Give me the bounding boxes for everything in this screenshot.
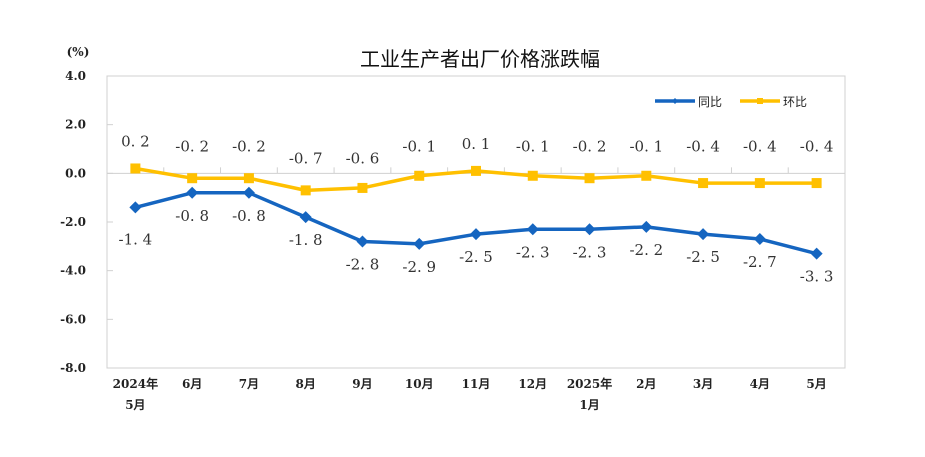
data-label: 0. 2 bbox=[121, 132, 150, 150]
data-label: -0. 4 bbox=[743, 137, 777, 155]
x-tick-label: 7月 bbox=[239, 377, 259, 391]
y-tick-label: -2.0 bbox=[60, 215, 86, 229]
data-point-mom bbox=[584, 173, 595, 184]
y-tick-label: -8.0 bbox=[60, 361, 86, 375]
data-point-mom bbox=[754, 178, 765, 189]
chart-title: 工业生产者出厂价格涨跌幅 bbox=[360, 47, 600, 71]
data-point-yoy bbox=[129, 201, 142, 214]
y-tick-label: -6.0 bbox=[60, 312, 86, 326]
data-point-mom bbox=[300, 185, 311, 196]
data-point-mom bbox=[527, 170, 538, 181]
data-point-mom bbox=[357, 182, 368, 193]
data-label: -2. 3 bbox=[516, 243, 550, 261]
x-tick-label: 4月 bbox=[750, 377, 770, 391]
data-label: -2. 8 bbox=[346, 255, 380, 273]
y-tick-label: 0.0 bbox=[65, 166, 86, 180]
data-point-mom bbox=[811, 178, 822, 189]
legend-marker bbox=[672, 98, 678, 104]
data-label: -0. 7 bbox=[289, 149, 323, 167]
y-tick-label: -4.0 bbox=[60, 264, 86, 278]
data-point-mom bbox=[471, 165, 481, 176]
data-label: -2. 5 bbox=[459, 248, 493, 266]
x-tick-label: 6月 bbox=[182, 377, 202, 391]
data-point-yoy bbox=[640, 220, 653, 233]
data-label: -0. 2 bbox=[232, 137, 266, 155]
legend-marker bbox=[757, 98, 763, 104]
data-label: -2. 7 bbox=[743, 253, 777, 271]
data-label: -0. 4 bbox=[800, 137, 834, 155]
y-tick-label: 2.0 bbox=[65, 118, 86, 132]
x-tick-label: 3月 bbox=[693, 377, 713, 391]
x-tick-label: 2025年 bbox=[567, 376, 612, 391]
data-label: -3. 3 bbox=[800, 268, 834, 286]
data-label: -2. 2 bbox=[629, 241, 663, 259]
data-point-mom bbox=[130, 163, 141, 174]
data-point-mom bbox=[243, 173, 254, 184]
data-label: -0. 1 bbox=[402, 137, 436, 155]
x-tick-label: 12月 bbox=[518, 377, 547, 391]
x-tick-label: 10月 bbox=[405, 377, 434, 391]
data-label: -0. 8 bbox=[232, 207, 266, 225]
data-point-yoy bbox=[697, 228, 710, 241]
x-tick-label: 9月 bbox=[352, 377, 372, 391]
data-label: -0. 6 bbox=[346, 149, 380, 167]
plot-area bbox=[106, 75, 846, 369]
x-tick-label: 2024年 bbox=[113, 376, 158, 391]
x-tick-label: 8月 bbox=[296, 377, 316, 391]
data-point-yoy bbox=[356, 235, 369, 248]
data-label: -1. 8 bbox=[289, 231, 323, 249]
data-label: -0. 8 bbox=[175, 207, 209, 225]
data-point-yoy bbox=[470, 228, 482, 241]
x-tick-label: 2月 bbox=[636, 377, 656, 391]
data-point-yoy bbox=[810, 247, 823, 260]
data-label: -0. 2 bbox=[175, 137, 209, 155]
legend: 同比 环比 bbox=[655, 95, 807, 109]
data-point-yoy bbox=[413, 237, 426, 250]
data-label: -0. 4 bbox=[686, 137, 720, 155]
x-tick-label: 5月 bbox=[125, 398, 145, 412]
data-point-yoy bbox=[299, 211, 312, 224]
data-point-yoy bbox=[242, 186, 255, 199]
data-point-yoy bbox=[753, 233, 766, 246]
data-label: -2. 9 bbox=[402, 258, 436, 276]
legend-label: 环比 bbox=[783, 95, 807, 109]
data-label: -2. 5 bbox=[686, 248, 720, 266]
legend-label: 同比 bbox=[698, 95, 722, 109]
data-label: -0. 1 bbox=[516, 137, 550, 155]
x-tick-label: 11月 bbox=[462, 377, 491, 391]
data-label: -0. 1 bbox=[629, 137, 663, 155]
data-label: -2. 3 bbox=[573, 243, 607, 261]
x-tick-label: 5月 bbox=[806, 377, 826, 391]
data-point-yoy bbox=[186, 186, 199, 199]
y-axis-label: (%) bbox=[67, 45, 90, 59]
data-point-mom bbox=[641, 170, 652, 181]
y-tick-label: 4.0 bbox=[65, 69, 86, 83]
x-tick-label: 1月 bbox=[579, 398, 599, 412]
data-label: -0. 2 bbox=[573, 137, 607, 155]
data-point-mom bbox=[414, 170, 425, 181]
data-point-mom bbox=[187, 173, 198, 184]
data-label: -1. 4 bbox=[119, 230, 153, 248]
data-label: 0. 1 bbox=[462, 135, 491, 153]
data-point-yoy bbox=[583, 223, 596, 236]
data-point-yoy bbox=[526, 223, 539, 236]
data-point-mom bbox=[698, 178, 709, 189]
